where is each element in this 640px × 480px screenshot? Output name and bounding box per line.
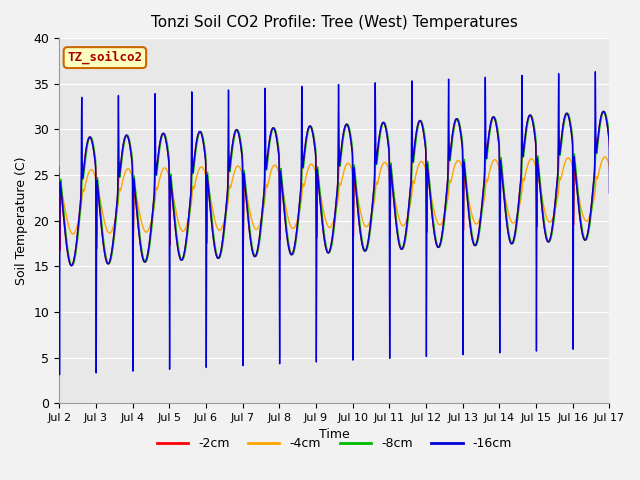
Legend: -2cm, -4cm, -8cm, -16cm: -2cm, -4cm, -8cm, -16cm — [152, 432, 517, 456]
X-axis label: Time: Time — [319, 429, 349, 442]
Y-axis label: Soil Temperature (C): Soil Temperature (C) — [15, 156, 28, 285]
Title: Tonzi Soil CO2 Profile: Tree (West) Temperatures: Tonzi Soil CO2 Profile: Tree (West) Temp… — [151, 15, 518, 30]
Text: TZ_soilco2: TZ_soilco2 — [67, 51, 143, 64]
